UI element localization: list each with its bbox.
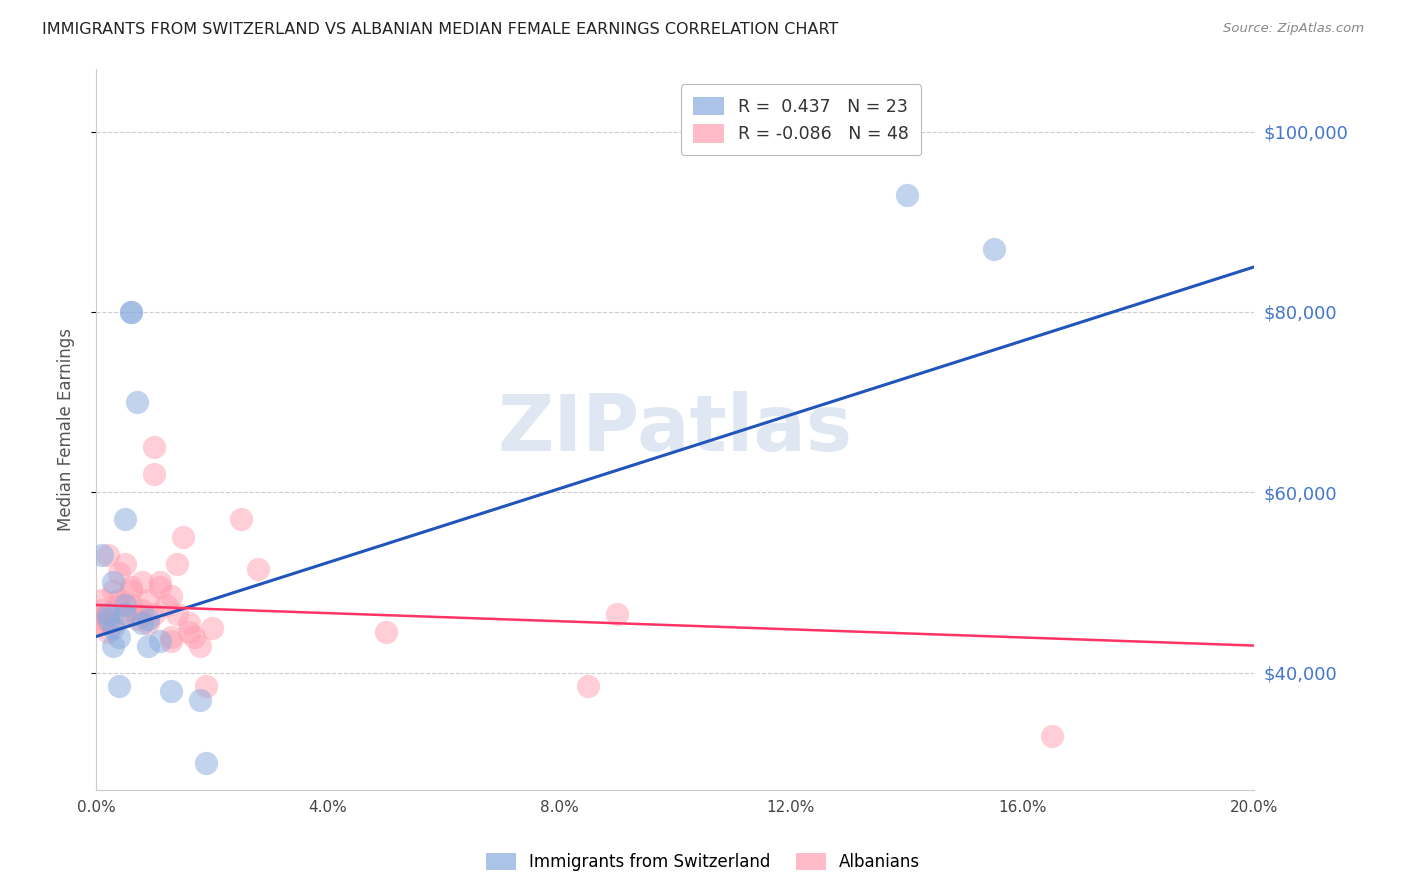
Point bbox=[188, 692, 211, 706]
Point bbox=[90, 593, 112, 607]
Point bbox=[136, 611, 159, 625]
Point bbox=[160, 630, 183, 644]
Point bbox=[108, 630, 131, 644]
Point bbox=[125, 607, 148, 621]
Point bbox=[125, 611, 148, 625]
Point bbox=[155, 598, 177, 612]
Point bbox=[90, 602, 112, 616]
Point bbox=[131, 615, 153, 630]
Point bbox=[90, 611, 112, 625]
Point bbox=[606, 607, 628, 621]
Point bbox=[120, 598, 142, 612]
Text: Source: ZipAtlas.com: Source: ZipAtlas.com bbox=[1223, 22, 1364, 36]
Point bbox=[97, 615, 120, 630]
Point bbox=[90, 549, 112, 563]
Point bbox=[195, 679, 218, 693]
Point bbox=[374, 625, 396, 640]
Point bbox=[108, 566, 131, 581]
Point bbox=[983, 242, 1005, 256]
Point bbox=[195, 756, 218, 770]
Point bbox=[149, 634, 172, 648]
Point bbox=[114, 598, 136, 612]
Point bbox=[97, 549, 120, 563]
Point bbox=[136, 615, 159, 630]
Point bbox=[149, 580, 172, 594]
Point bbox=[188, 639, 211, 653]
Point bbox=[183, 630, 205, 644]
Legend: R =  0.437   N = 23, R = -0.086   N = 48: R = 0.437 N = 23, R = -0.086 N = 48 bbox=[681, 85, 921, 155]
Point bbox=[103, 621, 125, 635]
Point bbox=[136, 593, 159, 607]
Point bbox=[166, 607, 188, 621]
Point bbox=[120, 584, 142, 599]
Point bbox=[136, 639, 159, 653]
Point bbox=[160, 589, 183, 603]
Point bbox=[97, 607, 120, 621]
Point bbox=[90, 615, 112, 630]
Point bbox=[160, 683, 183, 698]
Point bbox=[142, 607, 165, 621]
Point bbox=[103, 639, 125, 653]
Y-axis label: Median Female Earnings: Median Female Earnings bbox=[58, 327, 75, 531]
Point bbox=[177, 615, 200, 630]
Point bbox=[97, 611, 120, 625]
Point bbox=[120, 305, 142, 319]
Legend: Immigrants from Switzerland, Albanians: Immigrants from Switzerland, Albanians bbox=[478, 845, 928, 880]
Point bbox=[90, 607, 112, 621]
Point bbox=[1040, 729, 1063, 743]
Point bbox=[114, 607, 136, 621]
Point bbox=[103, 584, 125, 599]
Point bbox=[125, 395, 148, 409]
Point bbox=[108, 598, 131, 612]
Point bbox=[114, 607, 136, 621]
Point bbox=[97, 625, 120, 640]
Point bbox=[142, 440, 165, 454]
Point bbox=[160, 634, 183, 648]
Point bbox=[103, 575, 125, 590]
Text: IMMIGRANTS FROM SWITZERLAND VS ALBANIAN MEDIAN FEMALE EARNINGS CORRELATION CHART: IMMIGRANTS FROM SWITZERLAND VS ALBANIAN … bbox=[42, 22, 838, 37]
Point bbox=[229, 512, 252, 526]
Point bbox=[114, 512, 136, 526]
Point bbox=[576, 679, 599, 693]
Point bbox=[896, 187, 918, 202]
Point bbox=[149, 575, 172, 590]
Point bbox=[131, 575, 153, 590]
Point bbox=[108, 679, 131, 693]
Point bbox=[172, 530, 194, 544]
Point bbox=[166, 558, 188, 572]
Point bbox=[201, 621, 224, 635]
Point bbox=[131, 602, 153, 616]
Point bbox=[103, 615, 125, 630]
Text: ZIPatlas: ZIPatlas bbox=[498, 392, 852, 467]
Point bbox=[120, 580, 142, 594]
Point bbox=[114, 558, 136, 572]
Point bbox=[108, 593, 131, 607]
Point bbox=[142, 467, 165, 482]
Point bbox=[120, 305, 142, 319]
Point bbox=[177, 625, 200, 640]
Point bbox=[247, 562, 270, 576]
